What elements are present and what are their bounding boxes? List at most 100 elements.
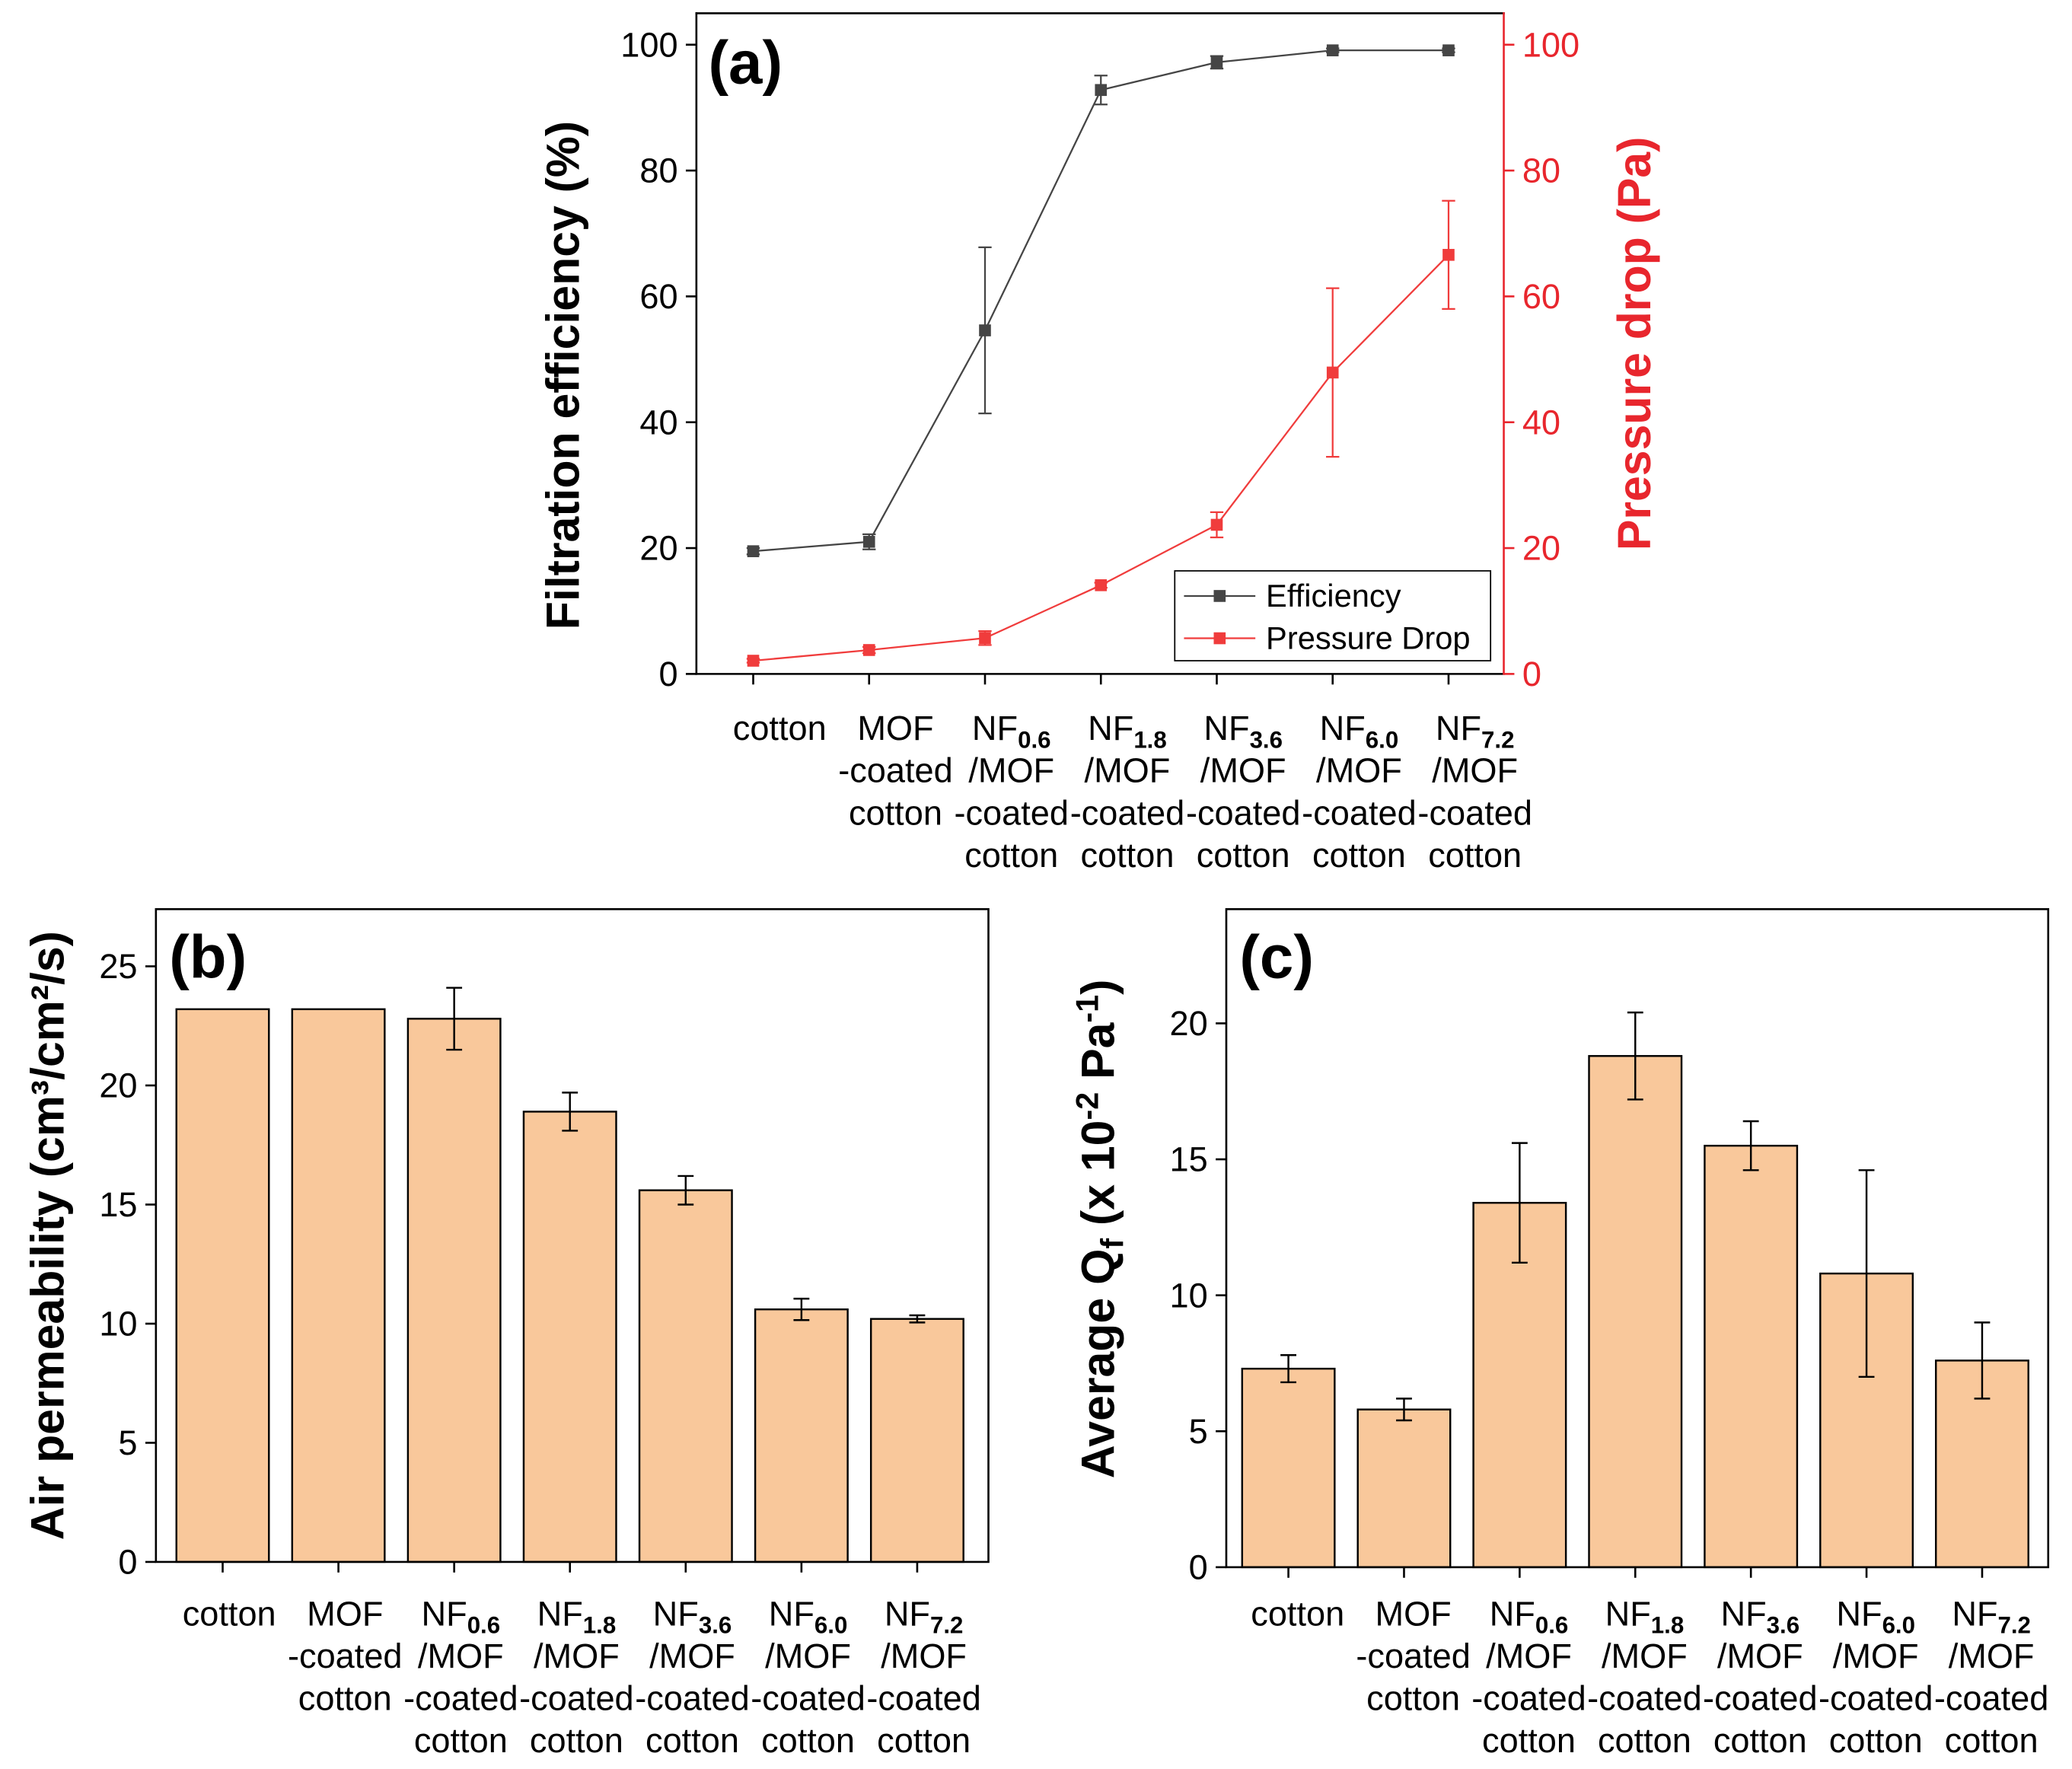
pressure-drop-point <box>862 644 875 656</box>
x-tick-label-line: -coated <box>519 1678 634 1717</box>
y-axis-label: Air permeability (cm³/cm²/s) <box>21 931 73 1540</box>
y-axis-label-right: Pressure drop (Pa) <box>1608 137 1660 551</box>
x-tick-label-subscript: 3.6 <box>699 1612 732 1639</box>
x-tick-label-subscript: 1.8 <box>1651 1612 1684 1639</box>
x-tick-label-line: -coated <box>1186 793 1301 832</box>
y-tick-label: 15 <box>1169 1140 1207 1179</box>
efficiency-point <box>747 545 760 557</box>
x-tick-label-line: -coated <box>1070 793 1185 832</box>
x-tick-label-head: NF <box>1952 1594 1997 1633</box>
x-tick-label-line: -coated <box>751 1678 865 1717</box>
x-tick-label: NF6.0 <box>1836 1594 1915 1638</box>
bar-errorbar <box>1396 1398 1412 1422</box>
pressure-drop-point <box>1210 518 1223 531</box>
bar <box>869 1318 964 1563</box>
x-tick-label-head: NF <box>1605 1594 1651 1633</box>
x-tick-label-head: NF <box>1088 709 1133 747</box>
bar <box>291 1008 386 1563</box>
y-axis-label-subscript: f <box>1095 1238 1130 1249</box>
y-axis-label-part: (x 10 <box>1072 1120 1124 1238</box>
x-tick-label-line: /MOF <box>1200 751 1286 790</box>
efficiency-point <box>862 535 875 548</box>
y-tick-label: 10 <box>1169 1276 1207 1315</box>
bar-errorbar <box>1974 1321 1991 1400</box>
y-tick-label: 40 <box>639 403 677 441</box>
bar <box>1588 1055 1683 1569</box>
efficiency-point <box>1326 44 1339 56</box>
x-tick-label-line: -coated <box>1417 793 1532 832</box>
x-tick-label-line: -coated <box>1471 1678 1586 1717</box>
x-tick-label-subscript: 0.6 <box>1535 1612 1568 1639</box>
x-tick-label-subscript: 0.6 <box>1018 727 1050 754</box>
bar-errorbar <box>1627 1011 1643 1101</box>
bar-errorbar <box>677 1175 694 1206</box>
bar <box>638 1189 733 1563</box>
y-axis-label-superscript: -1 <box>1070 995 1105 1023</box>
x-tick-label: NF3.6 <box>1721 1594 1800 1638</box>
x-tick-label-line: -coated <box>1302 793 1417 832</box>
x-tick-label-line: cotton <box>761 1721 855 1760</box>
pressure-drop-point <box>1095 579 1108 591</box>
x-tick-label-line: cotton <box>1482 1721 1576 1760</box>
y-axis-label: Average Qf (x 10-2 Pa-1) <box>1070 980 1130 1479</box>
panel-a-filtration-efficiency-pressure-drop: 0 20 40 60 80 100 0 20 40 60 80 100 cotton MOF -coated… <box>537 12 1660 875</box>
x-tick-label-line: /MOF <box>1316 751 1402 790</box>
panel-label: (b) <box>169 923 247 991</box>
x-tick-label-line: /MOF <box>1717 1637 1803 1675</box>
plot-frame <box>155 908 990 1563</box>
x-tick-label-subscript: 3.6 <box>1767 1612 1799 1639</box>
x-tick-label-line: /MOF <box>1432 751 1518 790</box>
x-tick-label-head: NF <box>537 1594 583 1633</box>
x-tick-label-head: NF <box>1721 1594 1767 1633</box>
x-tick-label-line: -coated <box>1356 1637 1471 1675</box>
x-tick-label-subscript: 7.2 <box>1997 1612 2030 1639</box>
x-tick-label-line: cotton <box>1312 836 1406 875</box>
x-tick-label-line: /MOF <box>1085 751 1171 790</box>
x-tick-label-subscript: 6.0 <box>814 1612 847 1639</box>
x-tick-label-line: cotton <box>1080 836 1174 875</box>
bar-errorbar <box>793 1297 810 1321</box>
x-tick-label-line: -coated <box>1819 1678 1933 1717</box>
x-tick-label-line: cotton <box>1713 1721 1807 1760</box>
y-tick-label: 20 <box>99 1066 137 1105</box>
x-tick-label-head: NF <box>769 1594 814 1633</box>
y-tick-label: 80 <box>639 151 677 190</box>
x-tick-label-subscript: 1.8 <box>1133 727 1166 754</box>
x-tick-label-head: NF <box>1203 709 1249 747</box>
x-tick-label-line: cotton <box>183 1594 276 1633</box>
x-tick-label-line: cotton <box>1366 1678 1460 1717</box>
bar-errorbar <box>1511 1142 1528 1264</box>
x-tick-label-line: /MOF <box>418 1637 504 1675</box>
x-tick-label-head: NF <box>1836 1594 1882 1633</box>
efficiency-point <box>1442 44 1455 56</box>
y-tick-label: 10 <box>99 1305 137 1343</box>
pressure-drop-point <box>1442 249 1455 261</box>
x-tick-label-line: cotton <box>414 1721 508 1760</box>
x-tick-label: NF6.0 <box>769 1594 848 1638</box>
x-tick-label-line: MOF <box>307 1594 383 1633</box>
x-tick-label-line: cotton <box>1829 1721 1923 1760</box>
x-tick-label-line: -coated <box>635 1678 750 1717</box>
y-tick-label: 0 <box>658 655 677 693</box>
x-tick-label-line: cotton <box>646 1721 739 1760</box>
x-tick-label-line: /MOF <box>1602 1637 1688 1675</box>
x-tick-label-line: -coated <box>403 1678 518 1717</box>
x-tick-label-line: /MOF <box>968 751 1054 790</box>
bar <box>522 1111 617 1563</box>
y-tick-label: 5 <box>118 1423 137 1462</box>
x-tick-label: NF0.6 <box>972 709 1051 753</box>
pressure-drop-point <box>747 655 760 667</box>
x-tick-label-line: MOF <box>1375 1594 1451 1633</box>
x-tick-label-line: cotton <box>964 836 1058 875</box>
bar <box>175 1008 270 1563</box>
y-axis-label-superscript: -2 <box>1070 1092 1105 1120</box>
x-tick-label: NF1.8 <box>537 1594 617 1638</box>
x-tick-label-head: NF <box>1320 709 1366 747</box>
panel-label: (a) <box>708 28 783 96</box>
bar <box>1241 1367 1336 1569</box>
legend-pressure-drop-marker <box>1213 632 1226 645</box>
y-right-tick-label: 100 <box>1522 25 1580 64</box>
pressure-drop-point <box>1326 366 1339 379</box>
